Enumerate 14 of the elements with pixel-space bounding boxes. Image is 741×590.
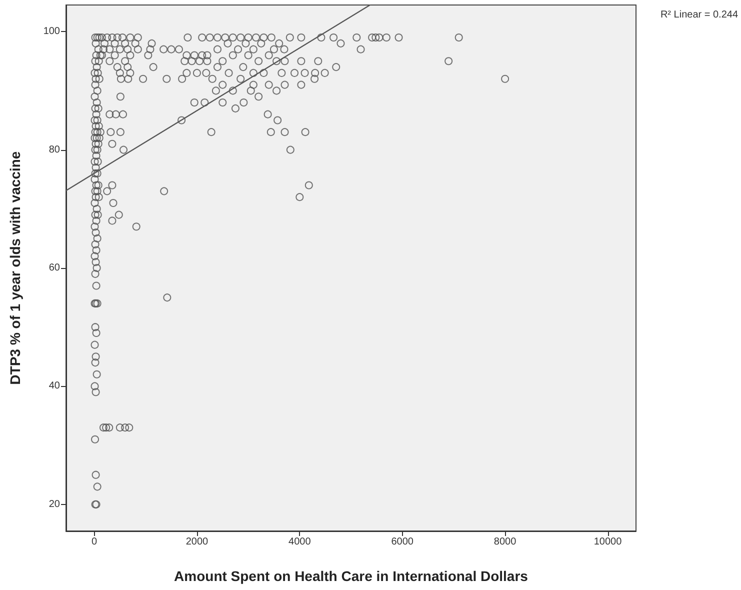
y-tick-label: 80 [48,144,60,156]
x-axis-title: Amount Spent on Health Care in International Dollars [174,568,528,584]
y-axis-title: DTP3 % of 1 year olds with vaccine [7,151,23,385]
x-tick-label: 4000 [288,536,312,548]
y-tick-label: 20 [48,498,60,510]
y-tick-label: 60 [48,262,60,274]
x-tick-label: 10000 [594,536,622,548]
text: R² Linear = 0.244 [660,10,738,20]
x-tick-label: 8000 [494,536,517,548]
x-tick-label: 0 [91,536,98,548]
y-tick-label: 100 [43,26,60,38]
x-tick-label: 2000 [186,536,209,548]
y-tick-label: 40 [48,380,60,392]
x-tick-label: 6000 [391,536,414,548]
